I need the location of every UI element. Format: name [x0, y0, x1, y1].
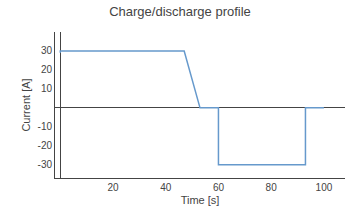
svg-text:40: 40: [160, 182, 172, 193]
svg-text:Time [s]: Time [s]: [181, 194, 220, 206]
svg-text:-30: -30: [38, 159, 53, 170]
svg-text:20: 20: [107, 182, 119, 193]
svg-text:-10: -10: [38, 121, 53, 132]
svg-text:20: 20: [41, 64, 53, 75]
svg-text:30: 30: [41, 45, 53, 56]
svg-text:Charge/discharge profile: Charge/discharge profile: [109, 4, 251, 19]
svg-text:Current [A]: Current [A]: [20, 78, 32, 131]
svg-text:100: 100: [316, 182, 333, 193]
svg-text:10: 10: [41, 83, 53, 94]
svg-text:-20: -20: [38, 140, 53, 151]
svg-text:60: 60: [213, 182, 225, 193]
svg-text:80: 80: [266, 182, 278, 193]
